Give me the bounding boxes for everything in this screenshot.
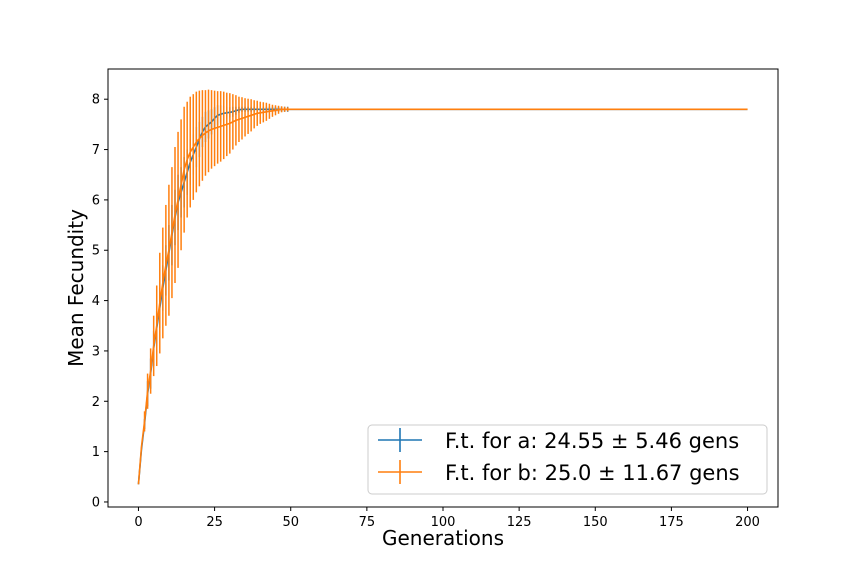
y-tick-label: 1	[92, 445, 100, 460]
x-tick-label: 25	[206, 515, 223, 530]
legend-label-b: F.t. for b: 25.0 ± 11.67 gens	[445, 461, 740, 485]
legend-label-a: F.t. for a: 24.55 ± 5.46 gens	[445, 429, 739, 453]
x-tick-label: 125	[507, 515, 532, 530]
x-axis-label: Generations	[382, 526, 504, 550]
x-tick-label: 0	[134, 515, 142, 530]
x-tick-label: 75	[359, 515, 376, 530]
y-tick-label: 2	[92, 395, 100, 410]
x-tick-label: 175	[659, 515, 684, 530]
legend: F.t. for a: 24.55 ± 5.46 gens F.t. for b…	[367, 424, 768, 495]
y-tick-label: 8	[92, 93, 100, 108]
y-tick-label: 5	[92, 244, 100, 259]
x-tick-label: 200	[735, 515, 760, 530]
x-tick-label: 100	[431, 515, 456, 530]
series-b	[137, 89, 748, 485]
y-tick-label: 6	[92, 193, 100, 208]
y-tick-label: 3	[92, 344, 100, 359]
y-tick-label: 7	[92, 143, 100, 158]
y-tick-label: 4	[92, 294, 100, 309]
x-tick-label: 150	[583, 515, 608, 530]
x-tick-label: 50	[282, 515, 299, 530]
y-tick-label: 0	[92, 495, 100, 510]
series-line	[137, 108, 748, 485]
series-line	[137, 108, 748, 485]
y-axis-label: Mean Fecundity	[64, 209, 88, 367]
legend-frame	[367, 424, 768, 495]
